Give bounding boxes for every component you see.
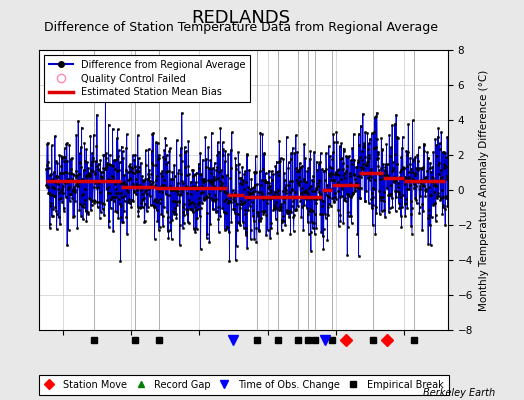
Text: Difference of Station Temperature Data from Regional Average: Difference of Station Temperature Data f… — [44, 21, 438, 34]
Legend: Station Move, Record Gap, Time of Obs. Change, Empirical Break: Station Move, Record Gap, Time of Obs. C… — [39, 375, 449, 395]
Y-axis label: Monthly Temperature Anomaly Difference (°C): Monthly Temperature Anomaly Difference (… — [478, 69, 489, 311]
Text: REDLANDS: REDLANDS — [191, 9, 291, 27]
Legend: Difference from Regional Average, Quality Control Failed, Estimated Station Mean: Difference from Regional Average, Qualit… — [44, 55, 250, 102]
Text: Berkeley Earth: Berkeley Earth — [423, 388, 495, 398]
